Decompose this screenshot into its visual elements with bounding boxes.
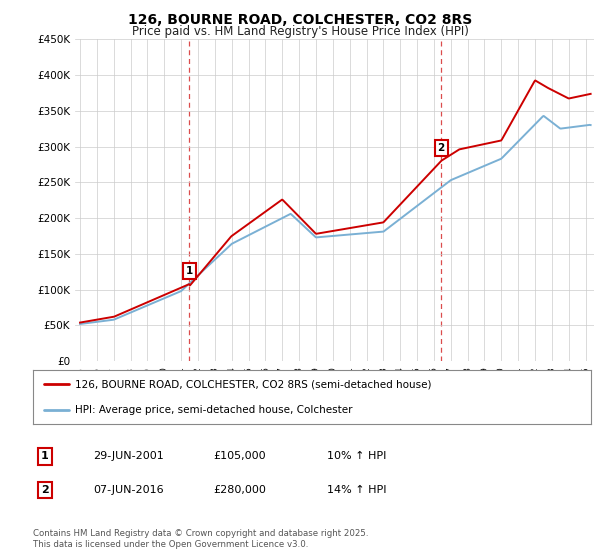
Text: 1: 1 — [186, 267, 193, 276]
Text: £105,000: £105,000 — [213, 451, 266, 461]
Text: 07-JUN-2016: 07-JUN-2016 — [93, 485, 164, 495]
Text: 126, BOURNE ROAD, COLCHESTER, CO2 8RS: 126, BOURNE ROAD, COLCHESTER, CO2 8RS — [128, 13, 472, 27]
Text: 29-JUN-2001: 29-JUN-2001 — [93, 451, 164, 461]
Text: 14% ↑ HPI: 14% ↑ HPI — [327, 485, 386, 495]
Text: 2: 2 — [41, 485, 49, 495]
Text: 1: 1 — [41, 451, 49, 461]
Text: Price paid vs. HM Land Registry's House Price Index (HPI): Price paid vs. HM Land Registry's House … — [131, 25, 469, 38]
Text: Contains HM Land Registry data © Crown copyright and database right 2025.
This d: Contains HM Land Registry data © Crown c… — [33, 529, 368, 549]
Text: 126, BOURNE ROAD, COLCHESTER, CO2 8RS (semi-detached house): 126, BOURNE ROAD, COLCHESTER, CO2 8RS (s… — [75, 380, 431, 389]
Text: 2: 2 — [437, 143, 445, 153]
Text: 10% ↑ HPI: 10% ↑ HPI — [327, 451, 386, 461]
Text: £280,000: £280,000 — [213, 485, 266, 495]
Text: HPI: Average price, semi-detached house, Colchester: HPI: Average price, semi-detached house,… — [75, 405, 352, 414]
